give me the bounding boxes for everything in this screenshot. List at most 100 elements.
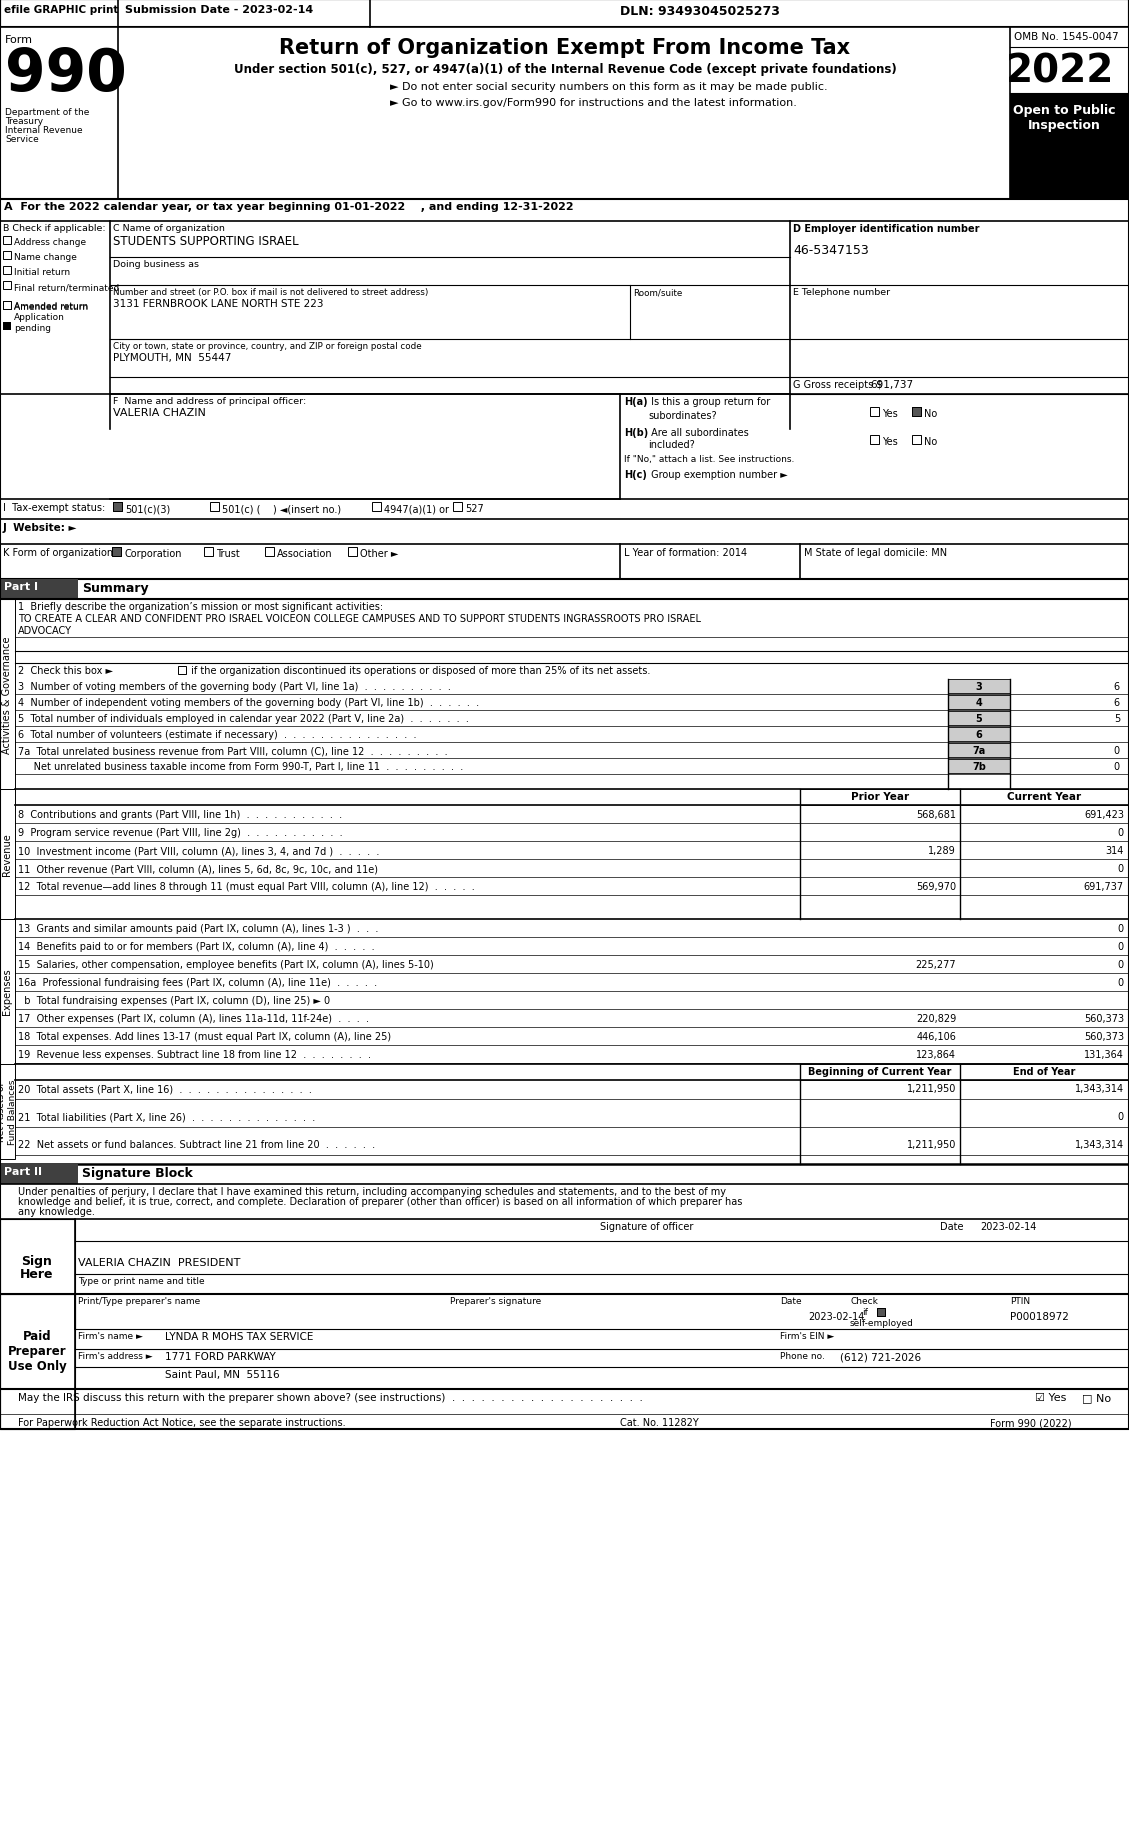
Text: Group exemption number ►: Group exemption number ► — [648, 470, 788, 479]
Text: Form 990 (2022): Form 990 (2022) — [990, 1416, 1071, 1427]
Bar — [870, 408, 879, 417]
Text: Firm's name ►: Firm's name ► — [78, 1330, 143, 1340]
Text: 0: 0 — [1118, 864, 1124, 873]
Text: 568,681: 568,681 — [916, 809, 956, 820]
Bar — [112, 547, 121, 556]
Text: 1,343,314: 1,343,314 — [1075, 1083, 1124, 1093]
Text: Initial return: Initial return — [14, 267, 70, 276]
Text: Date: Date — [940, 1221, 963, 1232]
Text: Trust: Trust — [216, 549, 239, 558]
Bar — [877, 1308, 885, 1316]
Text: A  For the 2022 calendar year, or tax year beginning 01-01-2022    , and ending : A For the 2022 calendar year, or tax yea… — [5, 201, 574, 212]
Text: Is this a group return for: Is this a group return for — [648, 397, 770, 406]
Bar — [800, 1065, 960, 1080]
Text: Number and street (or P.O. box if mail is not delivered to street address): Number and street (or P.O. box if mail i… — [113, 287, 428, 296]
Text: Check: Check — [850, 1296, 878, 1305]
Text: 0: 0 — [1118, 941, 1124, 952]
Text: 691,737: 691,737 — [870, 381, 913, 390]
Text: 314: 314 — [1105, 845, 1124, 856]
Text: knowledge and belief, it is true, correct, and complete. Declaration of preparer: knowledge and belief, it is true, correc… — [18, 1197, 743, 1206]
Text: Room/suite: Room/suite — [633, 287, 682, 296]
Text: 0: 0 — [1118, 827, 1124, 838]
Text: OMB No. 1545-0047: OMB No. 1545-0047 — [1014, 31, 1119, 42]
Text: Yes: Yes — [882, 408, 898, 419]
Text: Type or print name and title: Type or print name and title — [78, 1276, 204, 1285]
Text: Doing business as: Doing business as — [113, 260, 199, 269]
Bar — [3, 282, 11, 289]
Text: 0: 0 — [1118, 959, 1124, 970]
Text: 7a  Total unrelated business revenue from Part VIII, column (C), line 12  .  .  : 7a Total unrelated business revenue from… — [18, 745, 447, 756]
Text: ADVOCACY: ADVOCACY — [18, 626, 72, 635]
Text: Signature Block: Signature Block — [82, 1166, 193, 1179]
Text: E Telephone number: E Telephone number — [793, 287, 890, 296]
Text: included?: included? — [648, 439, 694, 450]
Text: 2023-02-14: 2023-02-14 — [808, 1312, 865, 1321]
Text: pending: pending — [14, 324, 51, 333]
Text: Saint Paul, MN  55116: Saint Paul, MN 55116 — [165, 1369, 280, 1380]
Text: H(a): H(a) — [624, 397, 648, 406]
Text: H(b): H(b) — [624, 428, 648, 437]
Bar — [3, 322, 11, 331]
Text: DLN: 93493045025273: DLN: 93493045025273 — [620, 5, 780, 18]
Text: Preparer's signature: Preparer's signature — [450, 1296, 541, 1305]
Bar — [0, 789, 15, 919]
Text: Service: Service — [5, 135, 38, 145]
Text: Summary: Summary — [82, 582, 149, 595]
Text: 0: 0 — [1118, 924, 1124, 933]
Bar — [870, 436, 879, 445]
Text: Firm's address ►: Firm's address ► — [78, 1351, 152, 1360]
Text: 9  Program service revenue (Part VIII, line 2g)  .  .  .  .  .  .  .  .  .  .  .: 9 Program service revenue (Part VIII, li… — [18, 827, 342, 838]
Text: ► Do not enter social security numbers on this form as it may be made public.: ► Do not enter social security numbers o… — [390, 82, 828, 92]
Text: 6: 6 — [1114, 681, 1120, 692]
Text: 220,829: 220,829 — [916, 1014, 956, 1023]
Text: 0: 0 — [1118, 977, 1124, 988]
Bar — [3, 302, 11, 309]
Text: 990: 990 — [5, 46, 126, 102]
Text: Activities & Governance: Activities & Governance — [2, 635, 12, 754]
Text: Return of Organization Exempt From Income Tax: Return of Organization Exempt From Incom… — [280, 38, 850, 59]
Text: 123,864: 123,864 — [916, 1049, 956, 1060]
Text: Prior Year: Prior Year — [851, 792, 909, 802]
Bar — [877, 1308, 885, 1316]
Bar — [210, 503, 219, 512]
Bar — [178, 666, 186, 675]
Text: 22  Net assets or fund balances. Subtract line 21 from line 20  .  .  .  .  .  .: 22 Net assets or fund balances. Subtract… — [18, 1140, 375, 1149]
Text: 501(c)(3): 501(c)(3) — [125, 503, 170, 514]
Text: Yes: Yes — [882, 437, 898, 447]
Text: Beginning of Current Year: Beginning of Current Year — [808, 1067, 952, 1076]
Bar — [265, 547, 274, 556]
Text: b  Total fundraising expenses (Part IX, column (D), line 25) ► 0: b Total fundraising expenses (Part IX, c… — [18, 996, 330, 1005]
Text: Are all subordinates: Are all subordinates — [648, 428, 749, 437]
Bar — [3, 267, 11, 274]
Bar — [0, 1219, 75, 1329]
Text: 4: 4 — [975, 697, 982, 708]
Text: Association: Association — [277, 549, 333, 558]
Bar — [948, 728, 1010, 741]
Text: 691,737: 691,737 — [1084, 882, 1124, 891]
Text: End of Year: End of Year — [1013, 1067, 1075, 1076]
Text: PTIN: PTIN — [1010, 1296, 1030, 1305]
Text: 527: 527 — [465, 503, 483, 514]
Text: Use Only: Use Only — [8, 1360, 67, 1372]
Bar — [113, 503, 122, 512]
Bar — [3, 302, 11, 309]
Text: For Paperwork Reduction Act Notice, see the separate instructions.: For Paperwork Reduction Act Notice, see … — [18, 1416, 345, 1427]
Text: 560,373: 560,373 — [1084, 1014, 1124, 1023]
Bar — [948, 712, 1010, 727]
Text: Under section 501(c), 527, or 4947(a)(1) of the Internal Revenue Code (except pr: Under section 501(c), 527, or 4947(a)(1)… — [234, 62, 896, 77]
Text: 4  Number of independent voting members of the governing body (Part VI, line 1b): 4 Number of independent voting members o… — [18, 697, 479, 708]
Text: F  Name and address of principal officer:: F Name and address of principal officer: — [113, 397, 306, 406]
Text: Treasury: Treasury — [5, 117, 43, 126]
Text: Print/Type preparer's name: Print/Type preparer's name — [78, 1296, 200, 1305]
Bar — [948, 695, 1010, 710]
Text: 1,289: 1,289 — [928, 845, 956, 856]
Text: Part I: Part I — [5, 582, 38, 591]
Bar — [0, 1294, 75, 1429]
Text: Name change: Name change — [14, 253, 77, 262]
Text: Amended return: Amended return — [14, 302, 88, 311]
Text: 5  Total number of individuals employed in calendar year 2022 (Part V, line 2a) : 5 Total number of individuals employed i… — [18, 714, 469, 723]
Bar — [0, 0, 1129, 1429]
Text: Revenue: Revenue — [2, 833, 12, 877]
Text: 6: 6 — [1114, 697, 1120, 708]
Text: 13  Grants and similar amounts paid (Part IX, column (A), lines 1-3 )  .  .  .: 13 Grants and similar amounts paid (Part… — [18, 924, 378, 933]
